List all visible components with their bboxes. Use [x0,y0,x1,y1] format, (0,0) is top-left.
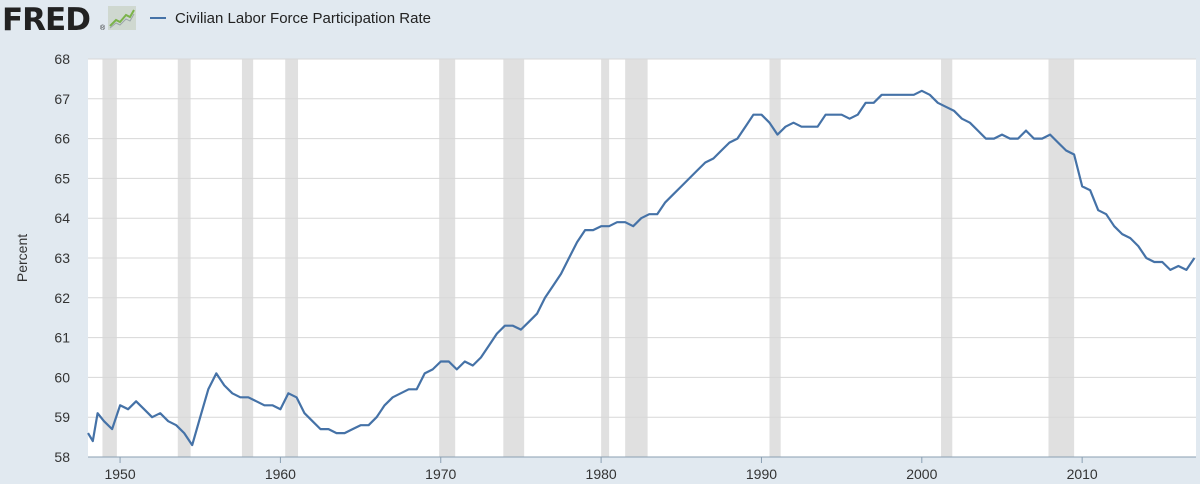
y-tick-label: 63 [54,250,70,266]
y-tick-label: 66 [54,131,70,147]
y-axis-ticks: 58 59 60 61 62 63 64 65 66 67 68 [54,51,70,465]
chart-legend: Civilian Labor Force Participation Rate [150,8,431,28]
y-tick-label: 61 [54,330,70,346]
x-axis-ticks: 1950 1960 1970 1980 1990 2000 2010 [88,456,1196,482]
legend-line-swatch [150,17,166,19]
y-tick-label: 65 [54,170,70,186]
chart-header: FRED ® Civilian Labor Force Participatio… [0,0,1200,44]
legend-label: Civilian Labor Force Participation Rate [175,9,431,27]
x-tick-label: 1990 [746,466,777,482]
fred-logo[interactable]: FRED [2,2,91,38]
y-tick-label: 64 [54,210,70,226]
series-line[interactable] [87,89,1196,447]
y-tick-label: 59 [54,409,70,425]
y-axis-label: Percent [14,234,30,282]
x-tick-label: 1970 [425,466,456,482]
x-tick-label: 1950 [104,466,135,482]
x-tick-label: 1980 [586,466,617,482]
y-tick-label: 58 [54,449,70,465]
registered-mark: ® [100,25,106,32]
y-tick-label: 67 [54,91,70,107]
x-tick-label: 2000 [906,466,937,482]
y-tick-label: 62 [54,290,70,306]
y-tick-label: 60 [54,369,70,385]
trend-line-icon[interactable] [108,6,136,30]
x-tick-label: 1960 [265,466,296,482]
y-tick-label: 68 [54,51,70,67]
x-tick-label: 2010 [1067,466,1098,482]
